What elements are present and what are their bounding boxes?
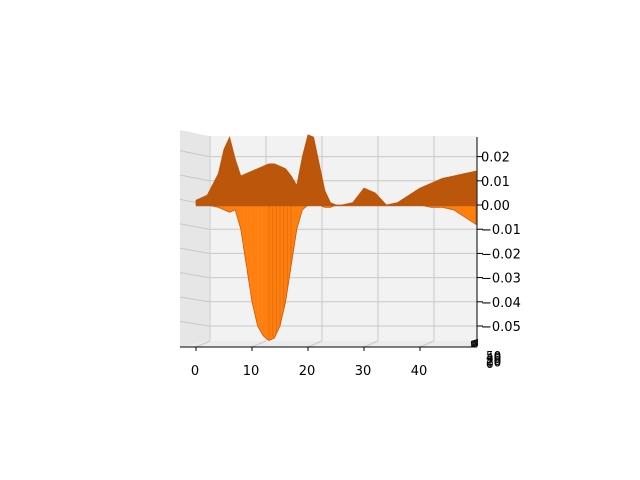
left-pane: [180, 130, 209, 347]
y-tick-label-5: 50: [486, 349, 501, 363]
y-tick-mark-1: [470, 343, 479, 347]
z-tick-label-2: 0.00: [481, 199, 510, 214]
y-tick-mark-4: [470, 340, 479, 344]
y-tick-mark-5: [470, 339, 479, 342]
x-tick-label-1: 10: [243, 364, 260, 379]
wall-grid-line-0: [179, 150, 210, 158]
x-tick-label-3: 30: [355, 364, 372, 379]
y-tick-label-2: 20: [486, 354, 501, 368]
y-tick-mark-3: [470, 341, 479, 345]
y-tick-mark-2: [470, 342, 479, 346]
y-tick-label-4: 40: [486, 351, 501, 365]
z-tick-label-1: 0.01: [481, 175, 510, 190]
y-tick-mark-0: [470, 344, 479, 348]
x-tick-label-4: 40: [411, 364, 428, 379]
z-axis-ticks: 0.02 0.01 0.00 −0.01 −0.02 −0.03 −0.04 −0.05: [477, 151, 521, 335]
z-tick-label-5: −0.03: [481, 272, 521, 287]
wall-grid-line-1: [179, 174, 210, 182]
wall-grid-line-7: [179, 320, 210, 327]
y-tick-label-0: 0: [486, 357, 494, 371]
floor-grid-line-0: [195, 340, 211, 348]
z-tick-label-7: −0.05: [481, 320, 521, 335]
x-tick-label-2: 20: [299, 364, 316, 379]
wall-grid-line-6: [179, 296, 210, 303]
z-tick-label-3: −0.01: [481, 223, 521, 238]
floor-grid-line-2: [307, 340, 323, 348]
floor-grid-line-3: [363, 340, 379, 348]
surface: [195, 134, 477, 341]
z-tick-label-4: −0.02: [481, 247, 521, 262]
z-tick-label-6: −0.04: [481, 296, 521, 311]
x-tick-label-0: 0: [191, 364, 199, 379]
y-tick-label-3: 30: [486, 352, 501, 366]
wall-grid-line-3: [179, 223, 210, 230]
surface-ridge-band: [196, 134, 476, 207]
y-tick-label-1: 10: [486, 355, 501, 369]
wall-grid-line-5: [179, 272, 210, 279]
z-tick-label-0: 0.02: [481, 151, 510, 166]
floor-grid-line-4: [419, 340, 435, 348]
wall-grid-line-4: [179, 247, 210, 254]
floor-grid-line-1: [251, 340, 267, 348]
x-axis-ticks: 0 10 20 30 40: [191, 347, 427, 379]
